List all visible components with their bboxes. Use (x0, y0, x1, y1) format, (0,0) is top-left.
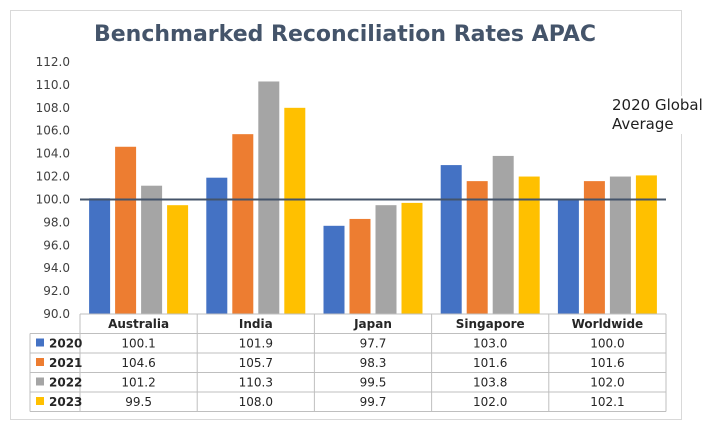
bar-2021-japan (349, 218, 371, 314)
y-tick-label: 106.0 (36, 124, 70, 138)
legend-label: 2020 (49, 337, 82, 351)
bar-2023-australia (167, 205, 189, 314)
y-tick-label: 90.0 (43, 307, 70, 321)
bar-2022-india (258, 81, 280, 315)
table-value: 110.3 (239, 376, 273, 390)
bar-2023-india (284, 107, 306, 315)
legend-key-2023 (36, 397, 44, 405)
legend-label: 2021 (49, 356, 82, 370)
bar-2021-worldwide (583, 181, 605, 314)
category-label: Japan (353, 317, 392, 331)
table-value: 99.7 (360, 395, 387, 409)
table-value: 101.2 (121, 376, 155, 390)
legend-key-2021 (36, 358, 44, 366)
bar-2022-singapore (492, 155, 514, 314)
bar-2023-japan (401, 202, 423, 314)
table-value: 100.0 (590, 337, 624, 351)
category-label: Australia (108, 317, 169, 331)
bar-2020-india (206, 177, 228, 314)
table-value: 103.8 (473, 376, 507, 390)
bar-2023-worldwide (635, 175, 657, 314)
bar-2020-australia (89, 198, 111, 314)
bar-2020-worldwide (557, 199, 579, 314)
table-value: 108.0 (239, 395, 273, 409)
table-value: 99.5 (360, 376, 387, 390)
y-tick-label: 102.0 (36, 170, 70, 184)
category-label: Worldwide (572, 317, 644, 331)
table-value: 98.3 (360, 356, 387, 370)
table-value: 101.9 (239, 337, 273, 351)
bar-2023-singapore (518, 176, 540, 314)
y-tick-label: 100.0 (36, 192, 70, 206)
legend-label: 2023 (49, 395, 82, 409)
bar-2021-india (232, 134, 254, 314)
bar-2020-singapore (440, 165, 462, 314)
table-value: 97.7 (360, 337, 387, 351)
y-tick-label: 108.0 (36, 101, 70, 115)
chart-title: Benchmarked Reconciliation Rates APAC (93, 22, 596, 47)
table-value: 102.0 (473, 395, 507, 409)
bar-2022-australia (141, 185, 163, 314)
bar-2022-japan (375, 205, 397, 314)
y-tick-label: 110.0 (36, 78, 70, 92)
table-value: 100.1 (121, 337, 155, 351)
y-tick-label: 104.0 (36, 147, 70, 161)
reference-label-line2: Average (612, 115, 674, 133)
y-tick-label: 92.0 (43, 284, 70, 298)
y-tick-label: 98.0 (43, 215, 70, 229)
table-value: 101.6 (473, 356, 507, 370)
category-label: Singapore (456, 317, 525, 331)
table-value: 104.6 (121, 356, 155, 370)
table-value: 99.5 (125, 395, 152, 409)
table-value: 102.0 (590, 376, 624, 390)
table-value: 101.6 (590, 356, 624, 370)
y-tick-label: 96.0 (43, 238, 70, 252)
reference-line-label: 2020 Global Average (612, 96, 709, 134)
table-value: 102.1 (590, 395, 624, 409)
bar-2022-worldwide (609, 176, 631, 314)
bar-2020-japan (323, 225, 345, 314)
legend-label: 2022 (49, 376, 82, 390)
y-tick-label: 94.0 (43, 261, 70, 275)
table-value: 103.0 (473, 337, 507, 351)
legend-key-2020 (36, 338, 44, 347)
y-tick-label: 112.0 (36, 55, 70, 69)
table-value: 105.7 (239, 356, 273, 370)
reference-label-line1: 2020 Global (612, 96, 703, 114)
category-label: India (239, 317, 273, 331)
bar-2021-singapore (466, 181, 488, 314)
legend-key-2022 (36, 377, 44, 386)
bar-2021-australia (115, 146, 137, 314)
